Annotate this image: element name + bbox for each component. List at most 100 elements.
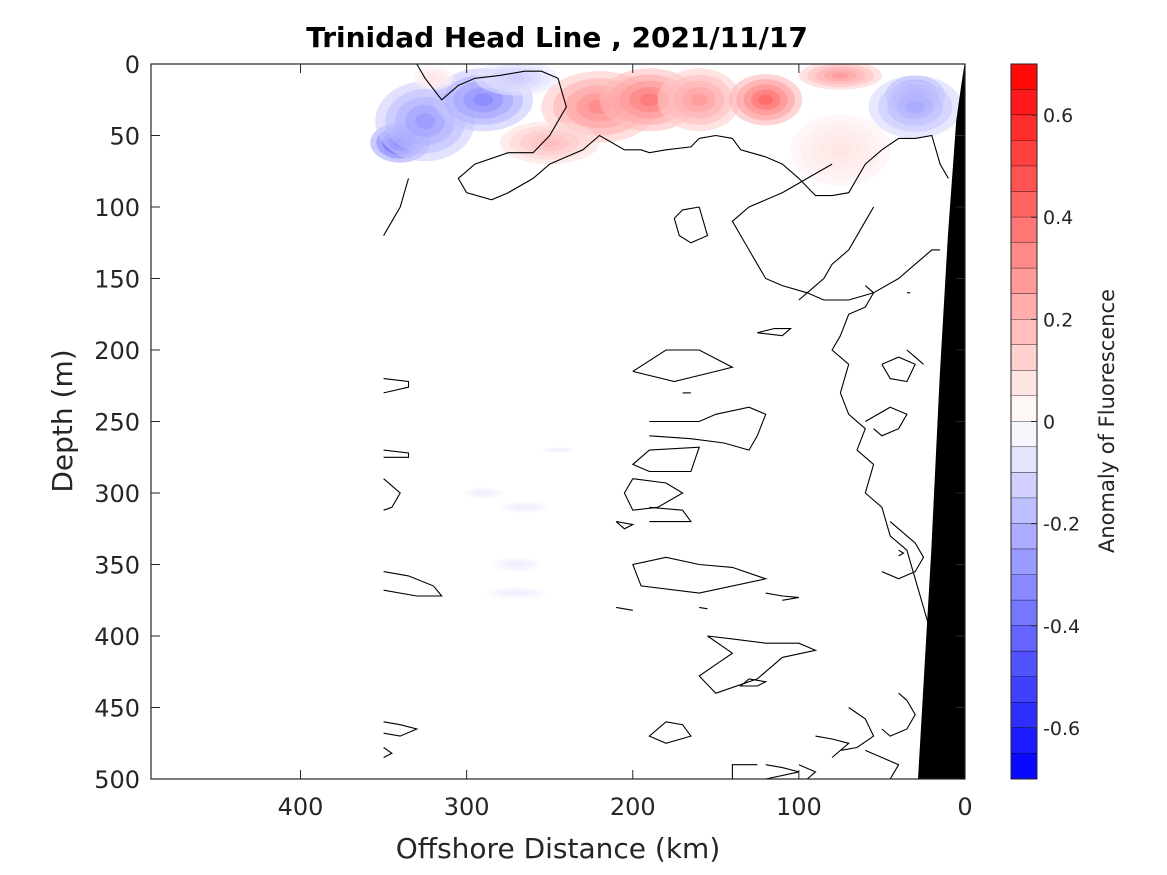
x-tick-label: 0	[957, 793, 972, 821]
colorbar-level	[1011, 498, 1037, 525]
zero-contour-37	[906, 349, 924, 365]
anomaly-patch-8	[758, 94, 773, 105]
zero-contour-24	[648, 721, 692, 744]
zero-contour-4	[757, 328, 793, 337]
colorbar-tick-label: -0.4	[1043, 616, 1080, 638]
colorbar-level	[1011, 293, 1037, 320]
colorbar-tick-label: -0.6	[1043, 718, 1080, 740]
colorbar-level	[1011, 702, 1037, 729]
zero-contour-14	[383, 478, 401, 511]
zero-contour-5	[632, 349, 734, 383]
colorbar-tick-label: 0	[1043, 412, 1055, 434]
zero-contour-3	[731, 163, 941, 301]
colorbar-level	[1011, 217, 1037, 244]
colorbar-level	[1011, 115, 1037, 142]
colorbar-level	[1011, 651, 1037, 678]
anomaly-fill-layer	[370, 64, 962, 599]
colorbar-tick-label: 0.4	[1043, 207, 1073, 229]
anomaly-patch-15	[519, 506, 530, 509]
anomaly-patch-17	[510, 591, 523, 595]
zero-contour-16	[383, 571, 443, 597]
zero-contour-10	[623, 478, 684, 511]
zero-contour-2	[673, 206, 709, 244]
colorbar-level	[1011, 625, 1037, 652]
zero-contour-22	[383, 721, 419, 737]
y-tick-label: 150	[94, 266, 140, 294]
zero-contour-9	[631, 446, 700, 473]
colorbar-level	[1011, 242, 1037, 269]
anomaly-patch-18	[554, 449, 562, 451]
anomaly-patch-16	[511, 563, 522, 566]
colorbar-level	[1011, 64, 1037, 91]
zero-contour-32	[881, 692, 916, 737]
anomaly-patch-3	[508, 74, 525, 82]
zero-contour-25	[765, 764, 800, 779]
y-tick-label: 200	[94, 337, 140, 365]
colorbar-level	[1011, 191, 1037, 218]
colorbar-tick-label: -0.2	[1043, 514, 1080, 536]
x-tick-label: 200	[610, 793, 656, 821]
y-tick-label: 0	[125, 51, 140, 79]
colorbar-level	[1011, 370, 1037, 397]
y-axis: 0 50 100 150 200 250 300 350 400 450 500	[94, 51, 965, 794]
colorbar-level	[1011, 676, 1037, 703]
colorbar-level	[1011, 549, 1037, 576]
colorbar-level	[1011, 753, 1037, 780]
zero-contour-15	[632, 556, 768, 594]
colorbar-level	[1011, 344, 1037, 371]
zero-contour-38	[898, 549, 905, 557]
x-tick-label: 100	[776, 793, 822, 821]
zero-contour-29	[881, 356, 916, 383]
y-tick-label: 50	[109, 123, 140, 151]
chart-title: Trinidad Head Line , 2021/11/17	[306, 21, 808, 54]
colorbar-level	[1011, 140, 1037, 167]
colorbar-title: Anomaly of Fluorescence	[1095, 289, 1119, 553]
zero-contour-20	[698, 635, 818, 694]
anomaly-patch-14	[479, 491, 488, 495]
anomaly-patch-7	[690, 93, 708, 107]
zero-contour-17	[765, 592, 799, 601]
zero-contour-27	[798, 206, 875, 301]
colorbar-level	[1011, 727, 1037, 754]
colorbar-tick-label: 0.2	[1043, 309, 1073, 331]
colorbar-level	[1011, 574, 1037, 601]
anomaly-patch-2	[473, 93, 494, 107]
zero-contour-21	[739, 678, 768, 687]
colorbar-level	[1011, 600, 1037, 627]
y-tick-label: 500	[94, 766, 140, 794]
zero-contour-19	[699, 606, 708, 610]
zero-contour-0	[383, 64, 949, 201]
zero-contour-36	[798, 764, 817, 779]
y-tick-label: 100	[94, 194, 140, 222]
colorbar-level	[1011, 395, 1037, 422]
zero-contour-1	[383, 178, 410, 236]
colorbar-level	[1011, 447, 1037, 474]
x-tick-label: 400	[278, 793, 324, 821]
colorbar-level	[1011, 523, 1037, 550]
zero-contour-35	[815, 735, 850, 758]
anomaly-patch-10	[830, 142, 851, 157]
zero-contour-31	[881, 521, 925, 580]
zero-contour-33	[840, 707, 875, 751]
anomaly-patch-4	[429, 76, 438, 81]
zero-contour-7	[383, 378, 410, 394]
anomaly-patch-13	[905, 100, 925, 114]
colorbar-tick-label: 0.6	[1043, 105, 1073, 127]
colorbar-level	[1011, 472, 1037, 499]
y-tick-label: 300	[94, 480, 140, 508]
zero-contour-30	[865, 406, 908, 437]
colorbar-level	[1011, 166, 1037, 193]
zero-contour-11	[649, 506, 692, 523]
seafloor-shape	[917, 64, 965, 779]
y-tick-label: 450	[94, 695, 140, 723]
zero-contour-12	[615, 521, 635, 530]
anomaly-patch-9	[832, 72, 849, 79]
anomaly-patch-1	[415, 113, 436, 130]
zero-contour-13	[383, 449, 410, 458]
y-axis-title: Depth (m)	[46, 349, 79, 492]
colorbar: 0.6 0.4 0.2 0 -0.2 -0.4 -0.6	[1010, 63, 1080, 780]
zero-contour-26	[731, 764, 758, 779]
zero-contour-18	[616, 606, 633, 611]
colorbar-level	[1011, 421, 1037, 448]
